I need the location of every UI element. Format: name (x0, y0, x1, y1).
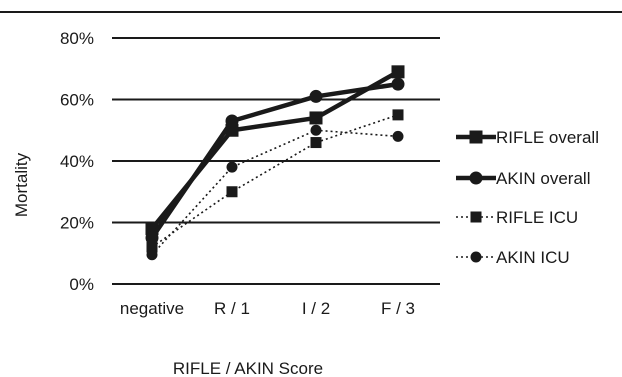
x-tick-label: I / 2 (302, 299, 330, 318)
data-point (309, 89, 323, 103)
x-axis-tick-labels: negative R / 1 I / 2 F / 3 (120, 299, 415, 318)
data-point (226, 186, 238, 198)
series-rifle-icu (146, 109, 404, 253)
x-tick-label: R / 1 (214, 299, 250, 318)
legend-item-rifle-icu: RIFLE ICU (456, 208, 578, 227)
data-point (392, 109, 404, 121)
y-tick-label: 20% (60, 214, 94, 233)
data-point (309, 111, 323, 125)
legend-item-akin-icu: AKIN ICU (456, 248, 570, 267)
series-line (150, 81, 399, 240)
data-point (146, 249, 158, 261)
y-tick-label: 80% (60, 29, 94, 48)
legend-label: AKIN ICU (496, 248, 570, 267)
x-axis-title: RIFLE / AKIN Score (173, 359, 323, 377)
legend-item-akin-overall: AKIN overall (456, 169, 590, 188)
data-point (391, 77, 405, 91)
y-tick-label: 60% (60, 91, 94, 110)
legend-label: AKIN overall (496, 169, 590, 188)
data-point (310, 124, 322, 136)
data-point (145, 231, 159, 245)
data-point (391, 65, 405, 79)
legend-item-rifle-overall: RIFLE overall (456, 128, 599, 147)
x-tick-label: F / 3 (381, 299, 415, 318)
data-point (392, 130, 404, 142)
gridlines (112, 37, 440, 285)
y-tick-label: 0% (69, 275, 94, 294)
legend: RIFLE overall AKIN overall RIFLE ICU AKIN I… (456, 128, 599, 267)
series-akin-icu (146, 124, 404, 261)
legend-label: RIFLE overall (496, 128, 599, 147)
series-line (151, 129, 399, 256)
y-tick-label: 40% (60, 152, 94, 171)
y-axis-title: Mortality (12, 152, 31, 217)
legend-marker-square (470, 211, 482, 223)
data-point (310, 137, 322, 149)
data-point (225, 114, 239, 128)
legend-marker-circle (470, 251, 482, 263)
series-line (151, 114, 399, 248)
legend-label: RIFLE ICU (496, 208, 578, 227)
series-akin-overall (145, 77, 405, 245)
data-point (146, 241, 158, 253)
series-line (150, 69, 400, 231)
legend-marker-square (469, 130, 483, 144)
data-series (145, 65, 405, 261)
y-axis-tick-labels: 0% 20% 40% 60% 80% (60, 29, 94, 294)
legend-marker-circle (469, 171, 483, 185)
data-point (226, 161, 238, 173)
x-tick-label: negative (120, 299, 184, 318)
